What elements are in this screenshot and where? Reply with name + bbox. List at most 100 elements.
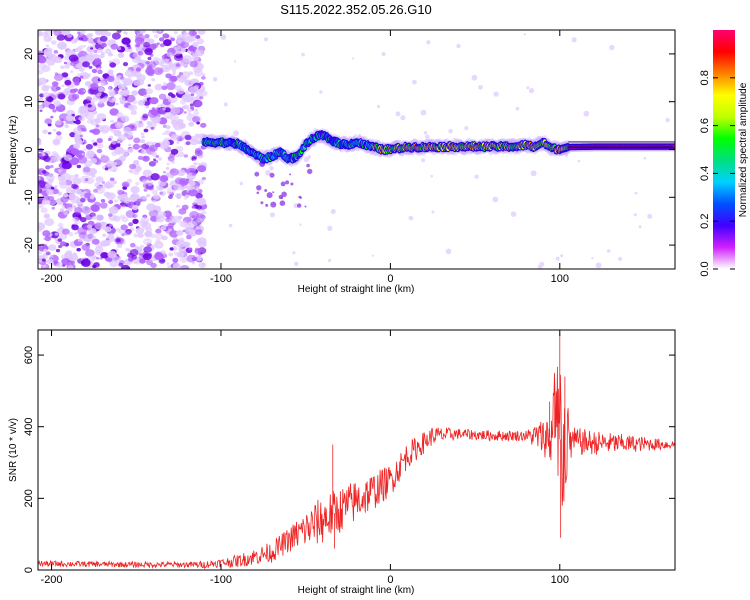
- noise-speckle: [51, 186, 55, 190]
- noise-speckle: [125, 247, 130, 252]
- noise-speckle: [151, 151, 158, 157]
- noise-speckle: [38, 77, 47, 85]
- y-tick-label: -20: [23, 237, 35, 253]
- noise-speckle: [148, 64, 153, 68]
- noise-speckle: [74, 134, 79, 139]
- noise-speckle: [395, 111, 401, 117]
- colorbar-tick-label: 0.4: [699, 166, 711, 181]
- noise-speckle: [126, 44, 131, 48]
- noise-speckle: [78, 37, 84, 41]
- noise-speckle: [110, 119, 115, 124]
- noise-speckle: [165, 167, 170, 170]
- noise-speckle: [144, 48, 153, 56]
- noise-speckle: [43, 248, 48, 253]
- noise-speckle: [79, 75, 84, 79]
- noise-speckle: [186, 254, 197, 263]
- noise-speckle: [78, 67, 85, 72]
- noise-speckle: [190, 93, 195, 97]
- tail-speckle: [307, 168, 313, 175]
- noise-speckle: [303, 156, 310, 163]
- noise-speckle: [82, 166, 91, 173]
- noise-speckle: [149, 144, 158, 152]
- noise-speckle: [43, 213, 51, 219]
- noise-speckle: [177, 151, 185, 157]
- noise-speckle: [191, 31, 196, 35]
- noise-speckle: [154, 83, 163, 91]
- noise-speckle: [178, 72, 183, 76]
- noise-speckle: [170, 119, 178, 126]
- noise-speckle: [49, 104, 56, 110]
- noise-speckle: [42, 170, 47, 174]
- snr-ticks: -200 -100 0 100 0 200 400 600: [23, 330, 675, 586]
- noise-speckle: [72, 127, 83, 135]
- tail-speckle: [297, 203, 302, 208]
- noise-speckle: [38, 148, 44, 153]
- noise-speckle: [135, 43, 140, 48]
- noise-speckle: [38, 63, 47, 70]
- noise-speckle: [189, 60, 198, 68]
- x-tick-label: -200: [41, 574, 63, 586]
- snr-frame: [37, 329, 676, 571]
- noise-speckle: [64, 90, 71, 96]
- tail-speckle: [290, 182, 294, 186]
- noise-speckle: [43, 156, 51, 162]
- noise-speckle: [194, 108, 198, 112]
- noise-speckle: [72, 177, 82, 185]
- noise-speckle: [643, 157, 647, 160]
- noise-speckle: [59, 208, 65, 213]
- noise-speckle: [40, 246, 44, 250]
- noise-speckle: [515, 106, 520, 111]
- noise-speckle: [188, 121, 195, 127]
- noise-speckle: [147, 84, 151, 87]
- noise-speckle: [239, 181, 243, 186]
- noise-speckle: [63, 61, 68, 65]
- chart-title: S115.2022.352.05.26.G10: [280, 2, 432, 17]
- noise-speckle: [53, 50, 59, 54]
- noise-speckle: [426, 40, 431, 45]
- noise-speckle: [201, 75, 206, 80]
- noise-speckle: [188, 86, 199, 94]
- noise-speckle: [193, 162, 197, 166]
- noise-speckle: [80, 198, 86, 203]
- noise-speckle: [100, 252, 109, 259]
- noise-speckle: [38, 227, 42, 233]
- noise-speckle: [118, 262, 124, 267]
- noise-speckle: [95, 176, 104, 183]
- noise-speckle: [170, 37, 176, 42]
- noise-speckle: [179, 186, 185, 191]
- tail-speckle: [280, 181, 286, 187]
- noise-speckle: [140, 216, 150, 224]
- noise-speckle: [154, 252, 164, 261]
- noise-speckle: [75, 119, 81, 125]
- noise-speckle: [135, 67, 142, 72]
- noise-speckle: [127, 148, 134, 153]
- noise-speckle: [181, 105, 186, 109]
- noise-speckle: [70, 148, 80, 156]
- noise-speckle: [133, 233, 139, 238]
- noise-speckle: [101, 181, 106, 184]
- noise-speckle: [134, 30, 144, 35]
- noise-speckle: [220, 34, 227, 40]
- noise-speckle: [143, 94, 147, 98]
- noise-speckle: [591, 257, 594, 260]
- noise-speckle: [105, 160, 114, 167]
- noise-speckle: [60, 172, 71, 181]
- noise-speckle: [96, 148, 103, 154]
- snr-x-label: Height of straight line (km): [298, 585, 415, 596]
- noise-speckle: [101, 52, 105, 56]
- noise-speckle: [140, 149, 147, 155]
- tail-speckle: [259, 161, 266, 167]
- noise-speckle: [123, 198, 130, 204]
- noise-speckle: [175, 193, 182, 199]
- noise-speckle: [179, 220, 188, 228]
- noise-speckle: [176, 89, 180, 93]
- noise-speckle: [421, 158, 426, 163]
- noise-speckle: [182, 55, 193, 63]
- noise-speckle: [152, 194, 160, 200]
- noise-speckle: [160, 226, 167, 231]
- noise-speckle: [66, 33, 73, 38]
- noise-speckle: [75, 189, 82, 195]
- noise-speckle: [48, 244, 57, 251]
- noise-speckle: [140, 144, 146, 149]
